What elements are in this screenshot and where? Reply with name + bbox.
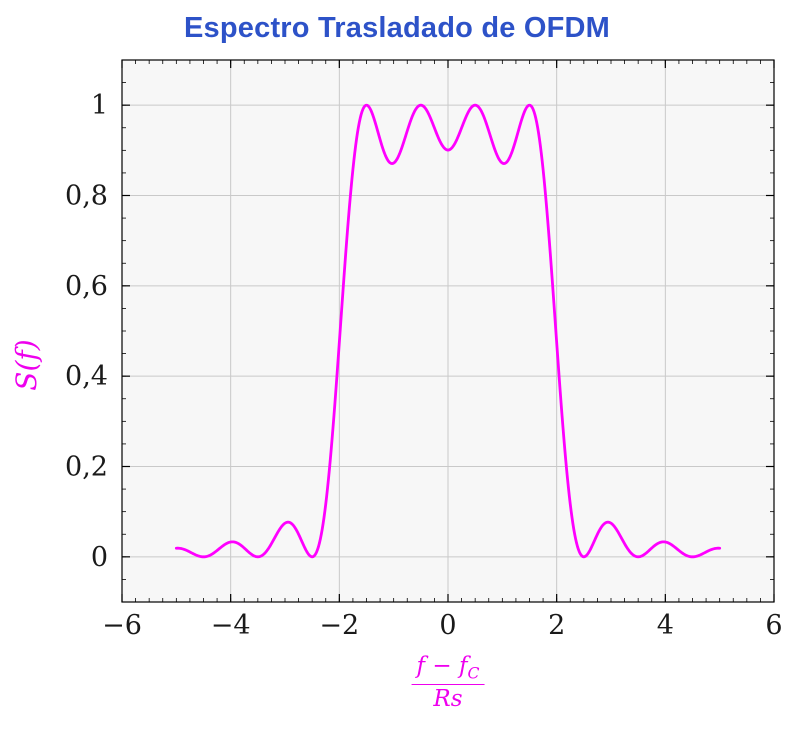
x-tick-label: −4 (211, 610, 251, 641)
x-tick-label: −6 (102, 610, 142, 641)
y-tick-label: 0,4 (65, 361, 108, 392)
x-tick-label: 2 (548, 610, 565, 641)
spectrum-curve (174, 103, 722, 559)
fraction-denominator: Rs (433, 685, 463, 712)
y-tick-label: 0 (91, 542, 108, 573)
plot-frame (121, 59, 775, 603)
y-tick-label: 0,2 (65, 452, 108, 483)
fraction-numerator: f − fC (411, 653, 485, 685)
plot-area: −6 −4 −2 0 2 4 6 0 0,2 0,4 0,6 0,8 1 (65, 59, 783, 641)
y-tick-label: 0,6 (65, 271, 108, 302)
x-axis-label-fraction: f − fC Rs (411, 653, 485, 712)
y-axis-label-text: S(f) (9, 339, 43, 391)
y-tick-label: 0,8 (65, 181, 108, 212)
x-tick-label: 6 (765, 610, 782, 641)
x-tick-label: 4 (657, 610, 674, 641)
x-tick-label: 0 (439, 610, 456, 641)
fraction-subscript: C (467, 663, 480, 683)
y-axis-label: S(f) (0, 339, 66, 390)
chart-title: Espectro Trasladado de OFDM (184, 12, 610, 44)
x-axis-label: f − fC Rs (411, 653, 485, 712)
x-tick-label: −2 (319, 610, 359, 641)
y-tick-label: 1 (91, 90, 108, 121)
chart-area: S(f) −6 −4 −2 0 2 4 6 0 0,2 0,4 0,6 0,8 1 f − fC Rs (0, 45, 794, 715)
